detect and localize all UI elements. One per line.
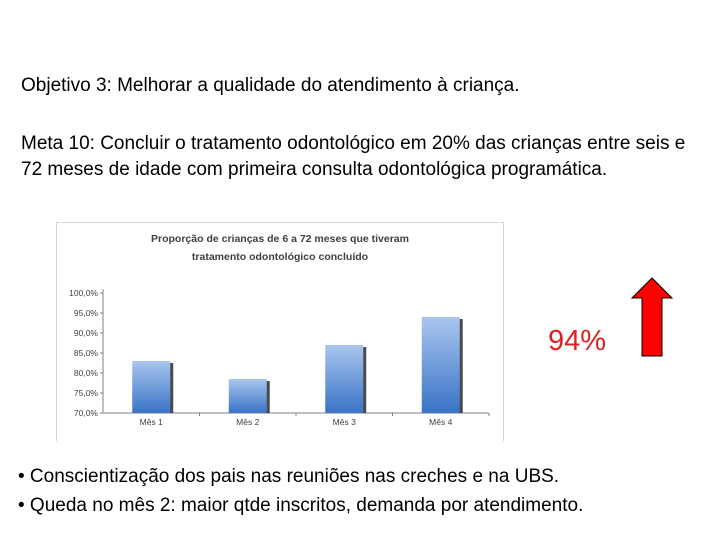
y-tick-label: 100,0% [69, 288, 98, 298]
bar [132, 361, 171, 413]
y-tick-label: 70,0% [74, 408, 99, 418]
chart-title-line-2: tratamento odontológico concluído [191, 251, 369, 263]
y-tick-label: 75,0% [74, 388, 99, 398]
y-tick-label: 85,0% [74, 348, 99, 358]
goal-text: Meta 10: Concluir o tratamento odontológ… [21, 133, 686, 180]
chart-title-line-1: Proporção de crianças de 6 a 72 meses qu… [151, 233, 409, 245]
x-tick-label: Mês 3 [333, 417, 356, 427]
bar [228, 379, 267, 413]
y-tick-label: 80,0% [74, 368, 99, 378]
note-item: • Queda no mês 2: maior qtde inscritos, … [18, 495, 584, 516]
objective-text: Objetivo 3: Melhorar a qualidade do aten… [21, 75, 520, 96]
notes-list: • Conscientização dos pais nas reuniões … [18, 462, 583, 520]
chart-plot-area: 70,0% 75,0% 80,0% 85,0% 90,0% 95,0% 100,0% Mês … [69, 288, 490, 427]
bar [421, 317, 460, 413]
x-tick-label: Mês 4 [429, 417, 452, 427]
x-tick-label: Mês 2 [236, 417, 259, 427]
highlight-value: 94% [548, 325, 607, 357]
up-arrow-icon [630, 277, 674, 357]
note-item: • Conscientização dos pais nas reuniões … [18, 466, 560, 487]
x-tick-label: Mês 1 [140, 417, 163, 427]
y-tick-label: 95,0% [74, 308, 99, 318]
y-tick-label: 90,0% [74, 328, 99, 338]
bar [325, 345, 364, 413]
bar-chart: Proporção de crianças de 6 a 72 meses qu… [56, 222, 504, 441]
